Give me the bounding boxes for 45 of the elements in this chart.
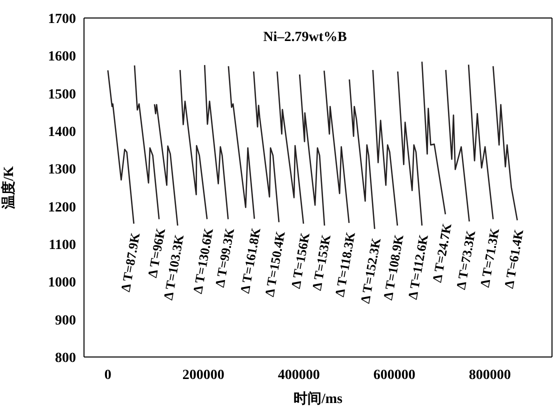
x-tick-label: 800000 bbox=[468, 368, 511, 383]
line-series bbox=[397, 70, 423, 226]
line-series bbox=[253, 70, 280, 223]
y-axis-title: 温度/K bbox=[0, 166, 17, 210]
line-series bbox=[154, 104, 178, 226]
annotation: Δ T=96K bbox=[144, 226, 168, 279]
y-tick-label: 1500 bbox=[48, 87, 76, 102]
line-series bbox=[468, 64, 494, 220]
line-series bbox=[421, 61, 446, 215]
annotation: Δ T=24.7K bbox=[429, 221, 455, 284]
line-series bbox=[204, 64, 229, 220]
annotation: Δ T=112.6K bbox=[404, 232, 432, 300]
annotation: Δ T=150.4K bbox=[262, 229, 288, 298]
x-tick-label: 400000 bbox=[278, 368, 320, 383]
line-series bbox=[276, 70, 304, 224]
line-series bbox=[228, 66, 256, 220]
x-tick-label: 200000 bbox=[182, 368, 224, 383]
annotation: Δ T=61.4K bbox=[501, 227, 526, 290]
line-series bbox=[107, 70, 134, 224]
y-tick-label: 1300 bbox=[48, 162, 76, 178]
y-tick-label: 800 bbox=[55, 350, 76, 366]
annotation: Δ T=71.3K bbox=[476, 226, 502, 288]
x-axis-title: 时间/ms bbox=[294, 391, 344, 407]
y-tick-label: 900 bbox=[55, 313, 76, 328]
line-series bbox=[372, 69, 398, 226]
annotation: Δ T=161.8K bbox=[237, 226, 264, 294]
line-series bbox=[348, 78, 376, 230]
y-tick-label: 1700 bbox=[48, 12, 76, 27]
line-series bbox=[134, 64, 160, 220]
text: Ni–2.79wt%B bbox=[262, 30, 348, 46]
y-tick-label: 1100 bbox=[48, 238, 76, 253]
line-series bbox=[298, 74, 326, 226]
x-tick-label: 0 bbox=[104, 368, 112, 383]
line-series bbox=[445, 69, 470, 222]
y-tick-label: 1400 bbox=[48, 124, 76, 140]
y-tick-label: 1200 bbox=[48, 200, 76, 216]
x-tick-label: 600000 bbox=[373, 368, 416, 383]
y-tick-label: 1000 bbox=[48, 276, 76, 291]
annotation: Δ T=73.3K bbox=[453, 228, 478, 291]
annotation: Δ T=118.3K bbox=[332, 230, 358, 298]
y-tick-label: 1600 bbox=[48, 50, 76, 65]
line-series bbox=[492, 66, 518, 221]
annotation: Δ T=87.9K bbox=[118, 230, 143, 293]
line-series bbox=[179, 69, 208, 220]
line-series bbox=[324, 70, 350, 224]
